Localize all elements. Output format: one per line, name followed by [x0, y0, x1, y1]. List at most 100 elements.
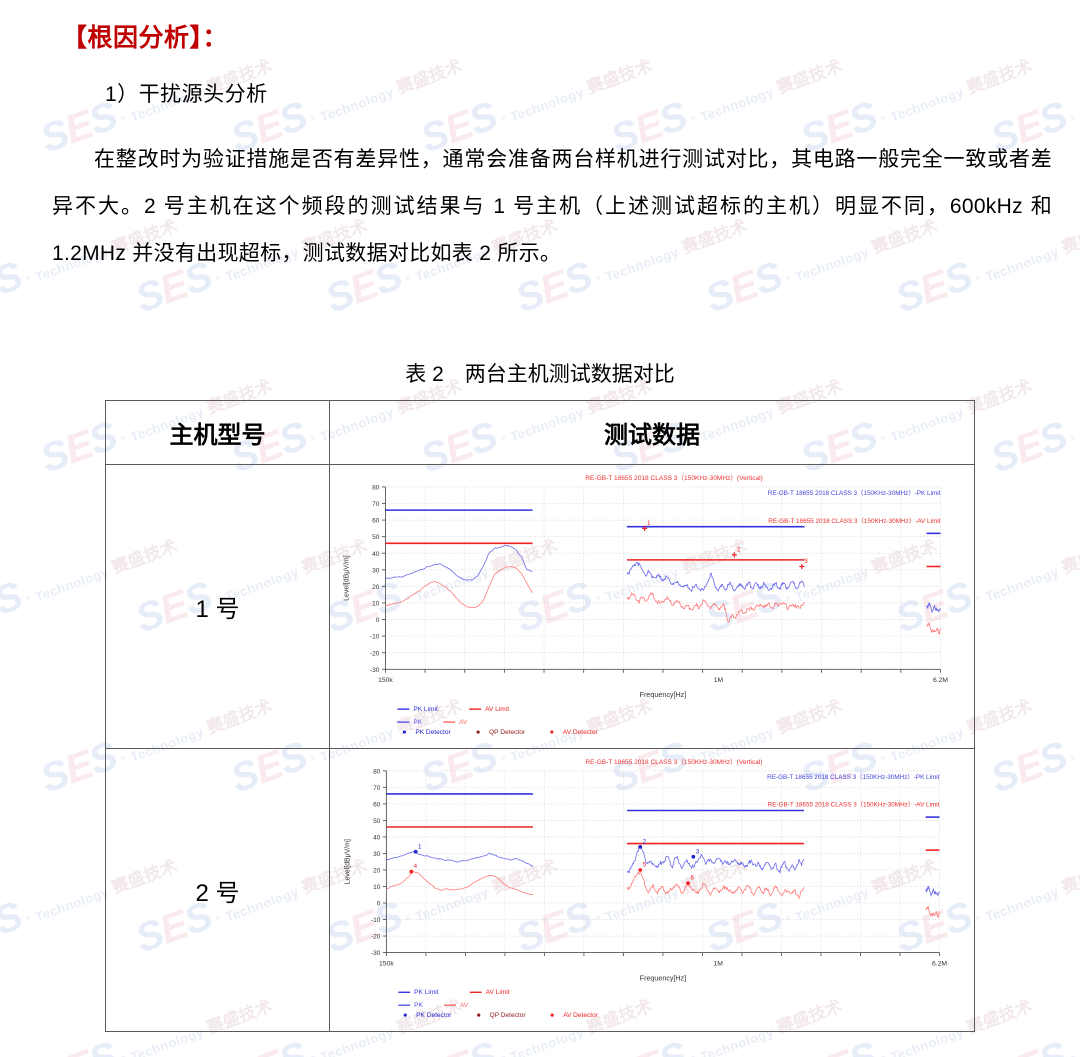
table-cell-chart-1: 80 70 60 50 40 30 20 10 0 -10 -20 -30 150k 1M 6.2M Freq… [330, 465, 974, 748]
trace-av-low [386, 871, 534, 895]
y-tick-label: -10 [371, 917, 381, 924]
watermark-ses-logo: SES° Technology赛盛技术 [890, 0, 1080, 2]
y-tick-label: 20 [373, 868, 381, 875]
legend-label: QP Detector [489, 729, 526, 736]
table-header-model: 主机型号 [106, 401, 330, 464]
legend-dot-icon [550, 730, 554, 734]
y-tick-label: -20 [370, 650, 380, 657]
watermark-ses-logo: SES° Technology赛盛技术 [510, 0, 752, 2]
marker-label-2: 2 [737, 547, 741, 553]
trace-pk-mid [626, 845, 805, 874]
trace-av-mid [626, 592, 805, 623]
table-cell-model-2: 2 号 [106, 749, 330, 1031]
trace-av-high [925, 906, 940, 918]
table-header-testdata: 测试数据 [604, 422, 700, 449]
subsection-title: 1）干扰源头分析 [105, 83, 268, 106]
y-tick-label: 0 [377, 901, 381, 908]
y-tick-label: 60 [372, 518, 380, 525]
legend-item-qp-detector: QP Detector [476, 729, 526, 736]
legend-item-pk: PK [397, 719, 423, 726]
model-label-2: 2 号 [195, 879, 240, 907]
emi-spectrum-chart-1: 80 70 60 50 40 30 20 10 0 -10 -20 -30 150k 1M 6.2M Freq… [344, 474, 949, 736]
x-tick-label: 150k [379, 960, 394, 967]
table-caption: 表 2 两台主机测试数据对比 [405, 363, 675, 386]
marker-label-2: 2 [643, 839, 646, 845]
watermark-ses-logo: SES° Technology赛盛技术 [700, 0, 942, 2]
y-axis-label: Level[dBμV/m] [345, 839, 352, 884]
marker-label-6: 6 [691, 876, 695, 882]
y-tick-label: 60 [373, 801, 381, 808]
legend-item-av: AV [443, 1002, 469, 1009]
watermark-ses-logo: SES° Technology赛盛技术 [0, 0, 182, 2]
x-tick-label: 6.2M [933, 677, 948, 684]
legend-dot-icon [402, 730, 406, 734]
x-tick-label: 1M [714, 677, 724, 684]
marker-label-5: 5 [643, 862, 647, 868]
legend-item-pk-limit: PK Limit [398, 989, 439, 996]
legend-dot-icon [550, 1013, 554, 1017]
y-tick-label: 50 [373, 818, 381, 825]
y-tick-label: -30 [370, 667, 380, 674]
y-tick-label: -30 [371, 950, 381, 957]
y-tick-label: 20 [372, 584, 380, 591]
chart-title: RE-GB-T 18655 2018 CLASS 3（150KHz-30MHz）… [585, 474, 763, 482]
trace-pk-high [925, 885, 940, 897]
y-tick-label: -10 [370, 634, 380, 641]
watermark-ses-logo: SES° Technology赛盛技术 [130, 0, 372, 2]
legend-label: AV Limit [486, 989, 510, 996]
legend-dot-icon [477, 1013, 481, 1017]
legend-item-pk: PK [398, 1002, 424, 1009]
pk-limit-annotation: RE-GB-T 18655 2018 CLASS 3（150KHz-30MHz）… [768, 489, 941, 497]
y-tick-label: 70 [372, 501, 380, 508]
chart-host-1: 80 70 60 50 40 30 20 10 0 -10 -20 -30 150k 1M 6.2M Freq… [330, 465, 974, 748]
trace-pk-low [386, 851, 534, 867]
y-tick-label: 30 [372, 567, 380, 574]
watermark-ses-logo: SES° Technology赛盛技术 [985, 978, 1080, 1057]
av-limit-annotation: RE-GB-T 18655 2018 CLASS 3（150KHz-30MHz）… [768, 801, 940, 809]
legend-item-pk-detector: PK Detector [402, 729, 452, 736]
y-tick-label: 70 [373, 785, 381, 792]
legend-label: PK Detector [416, 1012, 452, 1019]
legend-item-av: AV [443, 719, 468, 726]
chart-marker-2: 2 [731, 547, 741, 558]
chart-marker-1: 1 [413, 844, 422, 854]
emi-spectrum-chart-2: 80 70 60 50 40 30 20 10 0 -10 -20 -30 150k 1M 6.2M Freq… [345, 758, 948, 1019]
chart-marker-3: 3 [799, 559, 808, 570]
page-title: 【根因分析】： [62, 24, 229, 52]
table-cell-chart-2: 80 70 60 50 40 30 20 10 0 -10 -20 -30 150k 1M 6.2M Freq… [330, 749, 974, 1031]
table-cell-model-1: 1 号 [106, 465, 330, 748]
y-tick-label: 40 [372, 551, 380, 558]
legend-label: PK [414, 1002, 423, 1009]
chart-host-2: 80 70 60 50 40 30 20 10 0 -10 -20 -30 150k 1M 6.2M Freq… [330, 749, 974, 1031]
legend-item-pk-detector: PK Detector [403, 1012, 452, 1019]
marker-label-1: 1 [418, 844, 422, 850]
y-tick-label: 80 [373, 768, 381, 775]
chart-title: RE-GB-T 18655 2018 CLASS 3（150KHz-30MHz）… [585, 758, 762, 766]
watermark-ses-logo: SES° Technology赛盛技术 [985, 724, 1080, 802]
legend-item-av-detector: AV Detector [550, 729, 599, 736]
legend-item-av-detector: AV Detector [550, 1012, 599, 1019]
legend-item-av-limit: AV Limit [469, 706, 509, 713]
y-tick-label: 0 [376, 617, 380, 624]
trace-av-low [385, 566, 533, 609]
legend-label: PK Detector [415, 729, 451, 736]
chart-marker-6: 6 [686, 876, 695, 886]
y-tick-label: 50 [372, 534, 380, 541]
y-tick-label: 30 [373, 851, 381, 858]
watermark-ses-logo: SES° Technology赛盛技术 [320, 0, 562, 2]
legend-label: PK [413, 719, 422, 726]
trace-av-mid [626, 871, 805, 899]
trace-pk-high [926, 602, 941, 614]
legend-label: AV Detector [563, 1012, 599, 1019]
model-label-1: 1 号 [195, 596, 240, 623]
legend-label: PK Limit [413, 706, 438, 713]
legend-item-av-limit: AV Limit [469, 989, 510, 996]
y-tick-label: 10 [372, 601, 380, 608]
trace-pk-mid [626, 561, 805, 592]
y-tick-label: 10 [373, 884, 381, 891]
chart-marker-2: 2 [638, 839, 646, 849]
marker-label-4: 4 [414, 864, 418, 870]
marker-label-3: 3 [804, 559, 808, 565]
x-axis-label: Frequency[Hz] [640, 974, 686, 982]
